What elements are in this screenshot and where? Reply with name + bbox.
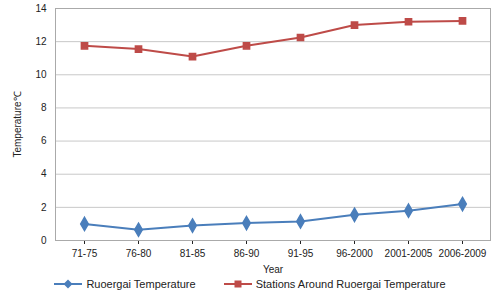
svg-text:91-95: 91-95 (288, 248, 314, 259)
svg-text:2001-2005: 2001-2005 (385, 248, 433, 259)
svg-text:71-75: 71-75 (72, 248, 98, 259)
svg-text:81-85: 81-85 (180, 248, 206, 259)
svg-text:0: 0 (41, 235, 47, 246)
html-text:Ruoergai Temperature: Ruoergai Temperature (86, 278, 196, 290)
svg-text:96-2000: 96-2000 (336, 248, 373, 259)
svg-text:10: 10 (35, 69, 47, 80)
svg-text:86-90: 86-90 (234, 248, 260, 259)
svg-text:6: 6 (41, 135, 47, 146)
svg-text:76-80: 76-80 (126, 248, 152, 259)
svg-text:Temperature℃: Temperature℃ (12, 91, 23, 157)
svg-text:12: 12 (35, 36, 47, 47)
svg-text:4: 4 (41, 168, 47, 179)
html-text:Stations Around Ruoergai Tempe: Stations Around Ruoergai Temperature (255, 278, 446, 290)
svg-text:Year: Year (263, 264, 284, 275)
svg-text:2: 2 (41, 202, 47, 213)
svg-text:2006-2009: 2006-2009 (439, 248, 487, 259)
svg-text:8: 8 (41, 102, 47, 113)
svg-text:14: 14 (35, 3, 47, 14)
